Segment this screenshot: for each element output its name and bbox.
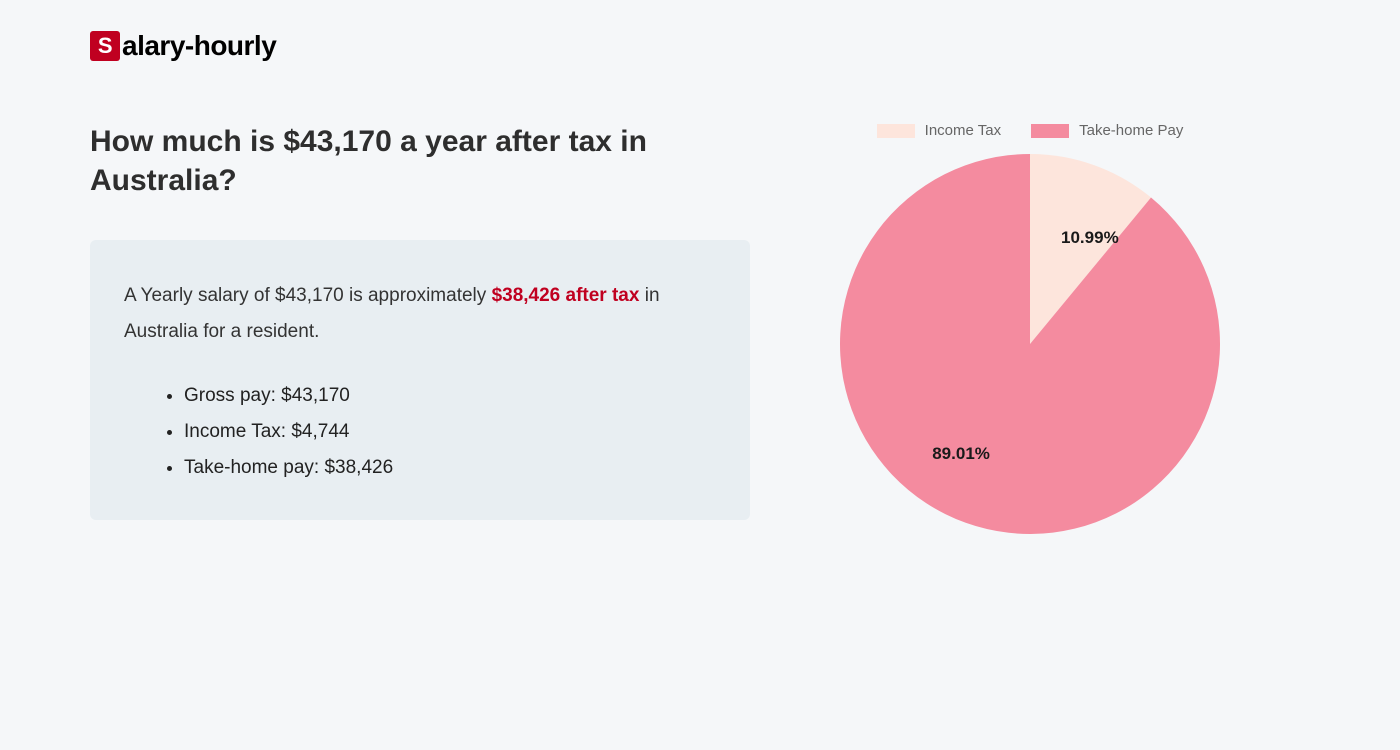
- legend-label: Take-home Pay: [1079, 122, 1183, 139]
- list-item: Gross pay: $43,170: [184, 378, 716, 414]
- list-item: Income Tax: $4,744: [184, 414, 716, 450]
- summary-box: A Yearly salary of $43,170 is approximat…: [90, 240, 750, 520]
- legend-swatch: [877, 124, 915, 138]
- content-row: How much is $43,170 a year after tax in …: [90, 122, 1310, 534]
- legend-item-income-tax: Income Tax: [877, 122, 1001, 139]
- right-column: Income Tax Take-home Pay 10.99% 89.01%: [810, 122, 1250, 534]
- logo-text: alary-hourly: [122, 30, 276, 62]
- pie-chart: 10.99% 89.01%: [840, 154, 1220, 534]
- chart-legend: Income Tax Take-home Pay: [877, 122, 1184, 139]
- summary-highlight: $38,426 after tax: [492, 285, 640, 306]
- legend-label: Income Tax: [925, 122, 1001, 139]
- summary-text: A Yearly salary of $43,170 is approximat…: [124, 278, 716, 350]
- legend-item-take-home: Take-home Pay: [1031, 122, 1183, 139]
- legend-swatch: [1031, 124, 1069, 138]
- left-column: How much is $43,170 a year after tax in …: [90, 122, 750, 534]
- page-title: How much is $43,170 a year after tax in …: [90, 122, 750, 200]
- bullet-list: Gross pay: $43,170 Income Tax: $4,744 Ta…: [124, 378, 716, 486]
- logo-s-box: S: [90, 31, 120, 61]
- summary-pre: A Yearly salary of $43,170 is approximat…: [124, 285, 492, 306]
- list-item: Take-home pay: $38,426: [184, 450, 716, 486]
- slice-label-income-tax: 10.99%: [1061, 228, 1119, 248]
- slice-label-take-home: 89.01%: [932, 444, 990, 464]
- logo: Salary-hourly: [90, 30, 1310, 62]
